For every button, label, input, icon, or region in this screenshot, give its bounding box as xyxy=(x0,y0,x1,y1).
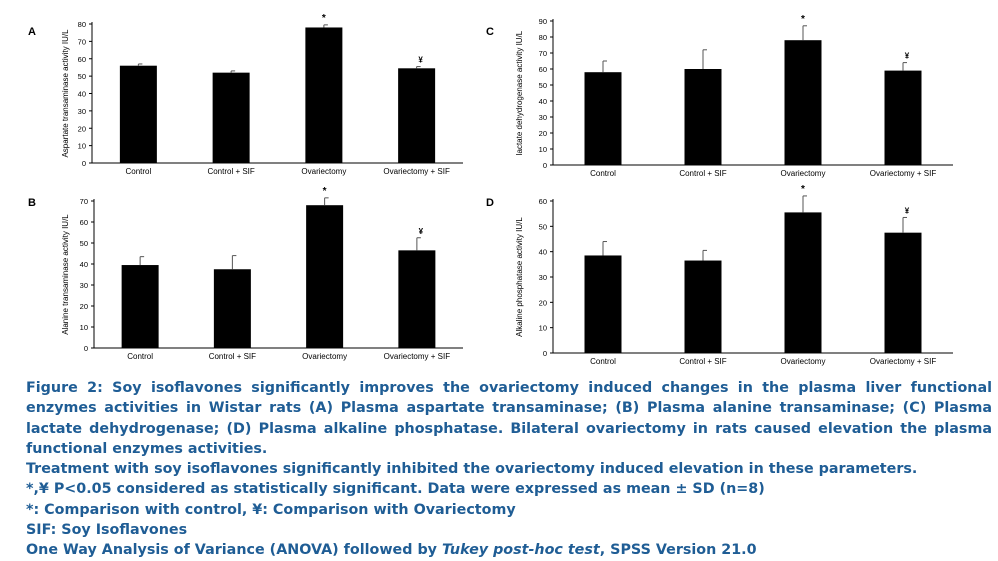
panel-d-category-label: Control + SIF xyxy=(679,357,726,366)
panel-c-y-tick-label: 80 xyxy=(539,33,547,42)
panel-d-y-tick-label: 30 xyxy=(539,273,547,282)
panel-c-bar xyxy=(584,72,622,165)
panel-c-y-tick-label: 50 xyxy=(539,81,547,90)
panel-a-y-axis-title: Aspartate transaminase activity IU/L xyxy=(61,29,70,158)
panel-b-y-tick-label: 10 xyxy=(80,323,88,332)
caption-anova-end: , SPSS Version 21.0 xyxy=(599,542,757,559)
caption-anova-start: One Way Analysis of Variance (ANOVA) fol… xyxy=(26,542,442,559)
panel-c-y-axis-title: lactate dehydrogenase activity IU/L xyxy=(515,30,524,155)
figure-panels: A 0 10 20 30 40 50 60 70 80 Aspartate transaminase… xyxy=(28,13,953,366)
panel-b-y-tick-label: 60 xyxy=(80,218,88,227)
panel-a-y-tick-label: 10 xyxy=(78,142,86,151)
caption-paragraph: Figure 2: Soy isoflavones significantly … xyxy=(26,380,992,457)
panel-b-y-tick-label: 70 xyxy=(80,197,88,206)
panel-c-category-label: Ovariectomy + SIF xyxy=(870,169,937,178)
panel-c-y-tick-label: 30 xyxy=(539,113,547,122)
panel-c-bar xyxy=(684,69,722,165)
panel-c-bar xyxy=(884,70,922,165)
panel-d-y-axis-title: Alkaline phosphatase activity IU/L xyxy=(515,217,524,337)
panel-b-bar xyxy=(213,269,251,348)
panel-c-category-label: Control xyxy=(590,169,616,178)
panel-a-bar xyxy=(398,68,436,163)
panel-c-y-tick-label: 20 xyxy=(539,129,547,138)
panel-b-y-tick-label: 20 xyxy=(80,302,88,311)
panel-d-y-tick-label: 50 xyxy=(539,222,547,231)
panel-b-category-label: Control + SIF xyxy=(209,352,256,361)
panel-b-y-axis-title: Alanine transaminase activity IU/L xyxy=(61,214,70,335)
panel-c-label: C xyxy=(486,26,494,38)
panel-a-y-tick-label: 50 xyxy=(78,72,86,81)
panel-d-label: D xyxy=(486,197,494,209)
panel-d-bar xyxy=(584,255,622,353)
caption-treatment: Treatment with soy isoflavones significa… xyxy=(26,461,918,478)
panel-a-significance-marker: ¥ xyxy=(418,56,423,65)
panel-c-y-tick-label: 60 xyxy=(539,65,547,74)
panel-b-y-tick-label: 40 xyxy=(80,260,88,269)
panel-a-category-label: Ovariectomy + SIF xyxy=(383,167,450,176)
panel-d-bar xyxy=(684,260,722,353)
figure-caption: Figure 2: Soy isoflavones significantly … xyxy=(26,378,992,561)
panel-a-y-tick-label: 0 xyxy=(82,159,86,168)
panel-c-bar xyxy=(784,40,822,166)
panel-b-category-label: Ovariectomy xyxy=(302,352,347,361)
panel-a-bar xyxy=(212,72,250,163)
panel-b-bar xyxy=(306,205,344,348)
panel-c-y-tick-label: 90 xyxy=(539,17,547,26)
panel-a-y-tick-label: 70 xyxy=(78,37,86,46)
panel-d-category-label: Ovariectomy xyxy=(781,357,826,366)
panel-d-y-tick-label: 60 xyxy=(539,197,547,206)
caption-anova-italic: Tukey post-hoc test xyxy=(441,542,600,559)
panel-a-significance-marker: * xyxy=(322,13,326,24)
panel-a-category-label: Control xyxy=(125,167,151,176)
panel-a-bar xyxy=(119,65,157,163)
panel-a-y-tick-label: 80 xyxy=(78,20,86,29)
panel-b-category-label: Control xyxy=(127,352,153,361)
panel-b-y-tick-label: 30 xyxy=(80,281,88,290)
panel-d-bar xyxy=(784,212,822,353)
panel-a-bar xyxy=(305,27,343,163)
panel-b-label: B xyxy=(28,197,36,209)
panel-b-bar xyxy=(398,250,436,348)
panel-a-y-tick-label: 60 xyxy=(78,55,86,64)
panel-c-category-label: Control + SIF xyxy=(679,169,726,178)
panel-a-y-tick-label: 40 xyxy=(78,90,86,99)
panel-c-category-label: Ovariectomy xyxy=(781,169,826,178)
panel-d-y-tick-label: 10 xyxy=(539,324,547,333)
panel-c-y-tick-label: 0 xyxy=(543,161,547,170)
panel-b-significance-marker: * xyxy=(323,186,327,197)
panel-d-y-tick-label: 0 xyxy=(543,349,547,358)
panel-b-y-tick-label: 0 xyxy=(84,344,88,353)
panel-c-y-tick-label: 40 xyxy=(539,97,547,106)
panel-a-category-label: Ovariectomy xyxy=(301,167,346,176)
panel-c-significance-marker: ¥ xyxy=(905,52,910,61)
panel-a-y-tick-label: 20 xyxy=(78,124,86,133)
panel-d-category-label: Control xyxy=(590,357,616,366)
panel-d-bar xyxy=(884,232,922,353)
caption-anova: One Way Analysis of Variance (ANOVA) fol… xyxy=(26,540,992,560)
panel-a-label: A xyxy=(28,26,36,38)
caption-comparison: *: Comparison with control, ¥: Compariso… xyxy=(26,501,516,518)
panel-b-y-tick-label: 50 xyxy=(80,239,88,248)
panel-b-category-label: Ovariectomy + SIF xyxy=(384,352,451,361)
caption-significance: *,¥ P<0.05 considered as statistically s… xyxy=(26,481,765,498)
panel-c-y-tick-label: 70 xyxy=(539,49,547,58)
panel-c-significance-marker: * xyxy=(801,14,805,25)
caption-sif: SIF: Soy Isoflavones xyxy=(26,522,188,539)
panel-b-bar xyxy=(121,265,159,348)
panel-b-significance-marker: ¥ xyxy=(419,227,424,236)
panel-d-significance-marker: ¥ xyxy=(905,206,910,215)
panel-d-category-label: Ovariectomy + SIF xyxy=(870,357,937,366)
panel-d-significance-marker: * xyxy=(801,184,805,195)
panel-a-category-label: Control + SIF xyxy=(207,167,254,176)
panel-c-y-tick-label: 10 xyxy=(539,145,547,154)
panel-a-y-tick-label: 30 xyxy=(78,107,86,116)
panel-d-y-tick-label: 40 xyxy=(539,248,547,257)
panel-d-y-tick-label: 20 xyxy=(539,298,547,307)
